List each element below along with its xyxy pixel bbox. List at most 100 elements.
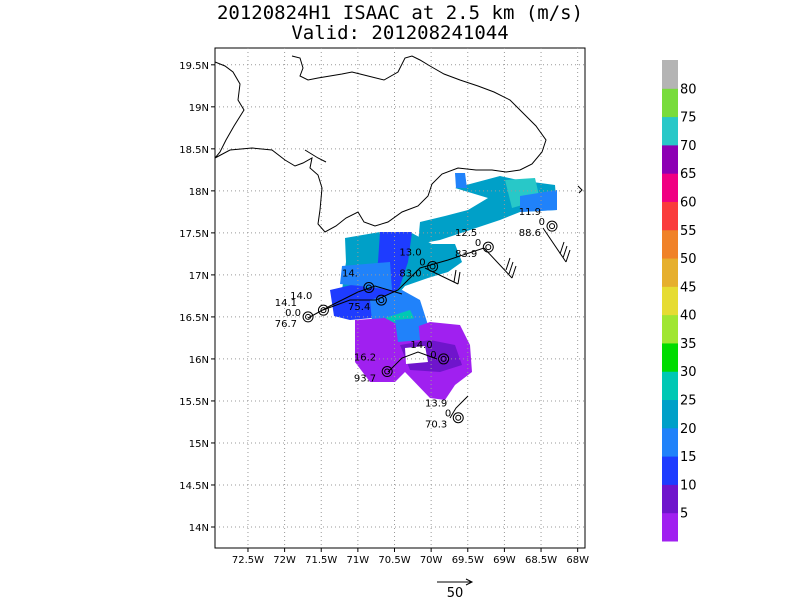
station-value: 0 [475,238,481,249]
plot-title: 20120824H1 ISAAC at 2.5 km (m/s) [216,2,584,24]
station-ring-outer [363,281,375,293]
station-value: 12.5 [455,228,477,239]
station-value: 83.0 [399,268,421,279]
colorbar-label: 5 [680,507,688,522]
station-ring-inner [440,355,447,362]
colorbar: 5 10 15 20 25 30 35 40 45 50 55 60 65 70 75 80 [662,60,697,542]
station-ring-outer [452,412,464,424]
colorbar-band [662,201,678,231]
coastline-island-ne [577,185,583,194]
station-value: 0 [430,350,436,361]
colorbar-band [662,258,678,287]
station-value: 75.4 [348,302,370,313]
x-tick-label: 68W [566,555,589,566]
flight-track-2 [307,285,403,319]
station-ring-inner [549,223,556,230]
y-tick-label: 16N [189,355,209,366]
y-tick-label: 18.5N [179,145,209,156]
x-tick-label: 68.5W [525,555,557,566]
lat-lon-grid [215,48,585,548]
station-value: 16.2 [354,353,376,364]
colorbar-band [662,60,678,89]
plot-subtitle: Valid: 201208241044 [291,22,509,44]
station-ring-outer [546,220,558,232]
colorbar-band [662,456,678,485]
x-tick-label: 70W [420,555,443,566]
station-value: 70.3 [425,420,447,431]
colorbar-band [662,399,678,429]
station-ring-outer [427,260,439,272]
colorbar-label: 70 [680,139,697,154]
station-marker: 14. [342,268,375,293]
station-marker: 75.4 [348,294,387,313]
colorbar-label: 75 [680,111,697,126]
reference-vector: 50 [437,578,474,600]
reference-vector-label: 50 [447,586,464,600]
coastline-hispaniola-south [215,55,547,233]
coastline [215,55,583,233]
x-tick-label: 72.5W [232,555,264,566]
colorbar-band [662,484,678,514]
station-ring-outer [381,366,393,378]
station-value: 0.0 [285,308,301,319]
colorbar-band [662,371,678,401]
station-ring-inner [384,368,391,375]
coastline-hispaniola-interior [304,149,327,163]
colorbar-label: 80 [680,82,697,97]
station-value: 93.7 [354,374,376,385]
y-tick-label: 18N [189,187,209,198]
station-ring-outer [302,311,314,323]
station-ring-outer [375,294,387,306]
colorbar-label: 10 [680,478,697,493]
station-ring-inner [378,297,385,304]
wind-region-ne-small [455,173,467,188]
station-ring-inner [305,313,312,320]
dropsonde-stations: 11.9088.612.5083.913.0083.014.75.414.014… [275,207,558,431]
flight-track-4 [449,395,469,419]
colorbar-label: 50 [680,252,697,267]
colorbar-band [662,88,678,118]
x-tick-label: 69W [493,555,516,566]
colorbar-label: 30 [680,365,697,380]
colorbar-band [662,342,678,372]
barb-ne [542,227,571,263]
station-value: 14.1 [275,298,297,309]
colorbar-label: 15 [680,450,697,465]
y-tick-label: 15.5N [179,397,209,408]
station-marker: 14.00 [410,340,450,365]
station-value: 83.9 [455,249,477,260]
station-value: 14. [342,268,358,279]
wind-barbs [307,227,571,419]
barb-east [483,247,517,279]
station-value: 0 [539,217,545,228]
colorbar-label: 60 [680,195,697,210]
station-marker: 14.0 [290,291,329,316]
colorbar-band [662,286,678,316]
station-value: 13.9 [425,399,447,410]
colorbar-label: 40 [680,309,697,324]
wind-region-south-blue [395,318,420,342]
x-tick-label: 69.5W [452,555,484,566]
colorbar-band [662,512,678,542]
y-tick-label: 17.5N [179,229,209,240]
station-value: 14.0 [410,340,432,351]
station-ring-outer [438,353,450,365]
y-tick-label: 14N [189,523,209,534]
colorbar-band [662,314,678,344]
station-value: 14.0 [290,291,312,302]
plot-frame [214,47,586,549]
station-ring-inner [455,414,462,421]
station-value: 0 [419,257,425,268]
wind-region-west-lightblue [340,262,392,290]
colorbar-label: 20 [680,422,697,437]
y-tick-label: 15N [189,439,209,450]
x-tick-label: 70.5W [378,555,410,566]
x-tick-label: 71.5W [305,555,337,566]
colorbar-band [662,144,678,174]
station-value: 76.7 [275,319,297,330]
flight-track-3 [387,351,438,373]
